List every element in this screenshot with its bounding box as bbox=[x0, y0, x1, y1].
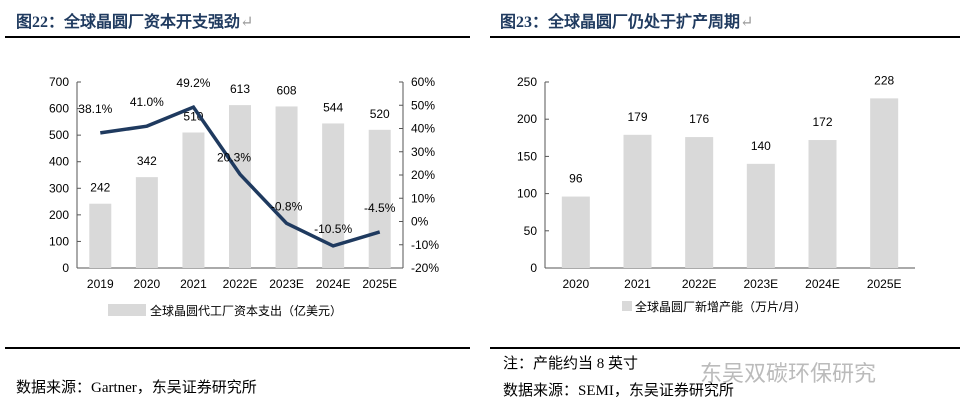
bar bbox=[746, 163, 775, 268]
bar-label: 242 bbox=[90, 181, 110, 195]
y2-tick-label: -20% bbox=[411, 261, 439, 275]
left-bottom-divider bbox=[5, 347, 470, 349]
y-tick-label: 500 bbox=[49, 128, 69, 142]
line-label: 38.1% bbox=[78, 102, 112, 116]
y2-tick-label: 30% bbox=[411, 145, 435, 159]
left-title-divider bbox=[5, 36, 470, 38]
bar-label: 228 bbox=[874, 73, 894, 87]
x-tick-label: 2022E bbox=[682, 277, 717, 291]
x-tick-label: 2025E bbox=[867, 277, 902, 291]
x-tick-label: 2020 bbox=[562, 277, 589, 291]
bar bbox=[368, 129, 391, 268]
y-tick-label: 100 bbox=[49, 234, 69, 248]
y-tick-label: 600 bbox=[49, 102, 69, 116]
bar bbox=[275, 106, 298, 269]
bar-label: 608 bbox=[277, 83, 297, 97]
bar bbox=[808, 140, 837, 268]
x-tick-label: 2022E bbox=[223, 277, 258, 291]
bar-label: 176 bbox=[689, 112, 709, 126]
line-label: -0.8% bbox=[271, 199, 303, 213]
x-tick-label: 2024E bbox=[805, 277, 840, 291]
bar bbox=[685, 137, 714, 268]
bar bbox=[135, 177, 158, 268]
y-tick-label: 100 bbox=[517, 187, 537, 201]
y-tick-label: 0 bbox=[62, 261, 69, 275]
x-tick-label: 2019 bbox=[87, 277, 114, 291]
x-tick-label: 2020 bbox=[134, 277, 161, 291]
x-tick-label: 2023E bbox=[269, 277, 304, 291]
bar-label: 613 bbox=[230, 82, 250, 96]
bar bbox=[322, 123, 345, 268]
bar-label: 342 bbox=[137, 154, 157, 168]
growth-line bbox=[100, 104, 381, 248]
y2-tick-label: 50% bbox=[411, 98, 435, 112]
line-label: 49.2% bbox=[176, 76, 210, 90]
y-tick-label: 300 bbox=[49, 181, 69, 195]
x-tick-label: 2024E bbox=[316, 277, 351, 291]
y-tick-label: 150 bbox=[517, 149, 537, 163]
line-label: 20.3% bbox=[217, 150, 251, 164]
y2-tick-label: 0% bbox=[411, 215, 429, 229]
y-tick-label: 250 bbox=[517, 75, 537, 89]
right-source: 数据来源：SEMI，东吴证券研究所 bbox=[503, 383, 734, 399]
bar-label: 96 bbox=[569, 172, 583, 186]
y2-tick-label: 40% bbox=[411, 122, 435, 136]
bar-label: 140 bbox=[751, 139, 771, 153]
bar bbox=[182, 132, 205, 268]
bar-label: 179 bbox=[627, 110, 647, 124]
line-label: 41.0% bbox=[130, 95, 164, 109]
bar-label: 520 bbox=[370, 107, 390, 121]
bar-label: 172 bbox=[812, 115, 832, 129]
y-tick-label: 50 bbox=[524, 224, 538, 238]
legend-label: 全球晶圆代工厂资本支出（亿美元） bbox=[150, 303, 342, 318]
right-title-divider bbox=[490, 36, 960, 38]
y2-tick-label: 10% bbox=[411, 191, 435, 205]
legend-swatch bbox=[622, 301, 632, 311]
y2-tick-label: 20% bbox=[411, 168, 435, 182]
right-note: 注：产能约当 8 英寸 bbox=[503, 356, 639, 372]
y2-tick-label: -10% bbox=[411, 238, 439, 252]
bar bbox=[229, 105, 251, 268]
y2-tick-label: 60% bbox=[411, 75, 435, 89]
y-tick-label: 200 bbox=[517, 112, 537, 126]
legend-swatch bbox=[108, 304, 146, 316]
line-label: -4.5% bbox=[364, 201, 396, 215]
watermark: 东吴双碳环保研究 bbox=[700, 362, 877, 387]
left-figure-title: 图22：全球晶圆厂资本开支强劲↵ bbox=[16, 14, 254, 31]
line-label: -10.5% bbox=[314, 222, 352, 236]
right-figure-title: 图23：全球晶圆厂仍处于扩产周期↵ bbox=[500, 14, 754, 31]
x-tick-label: 2025E bbox=[362, 277, 397, 291]
y-tick-label: 0 bbox=[530, 261, 537, 275]
bar bbox=[561, 196, 590, 268]
bar bbox=[623, 134, 652, 268]
bar-label: 544 bbox=[323, 100, 343, 114]
x-tick-label: 2021 bbox=[180, 277, 207, 291]
bar bbox=[870, 98, 899, 268]
y-tick-label: 400 bbox=[49, 155, 69, 169]
x-tick-label: 2021 bbox=[624, 277, 651, 291]
y-tick-label: 700 bbox=[49, 75, 69, 89]
right-bottom-divider bbox=[490, 347, 960, 349]
left-source: 数据来源：Gartner，东吴证券研究所 bbox=[16, 380, 257, 396]
bar bbox=[89, 203, 112, 268]
y-tick-label: 200 bbox=[49, 208, 69, 222]
legend-label: 全球晶圆厂新增产能（万片/月） bbox=[635, 299, 806, 314]
x-tick-label: 2023E bbox=[743, 277, 778, 291]
